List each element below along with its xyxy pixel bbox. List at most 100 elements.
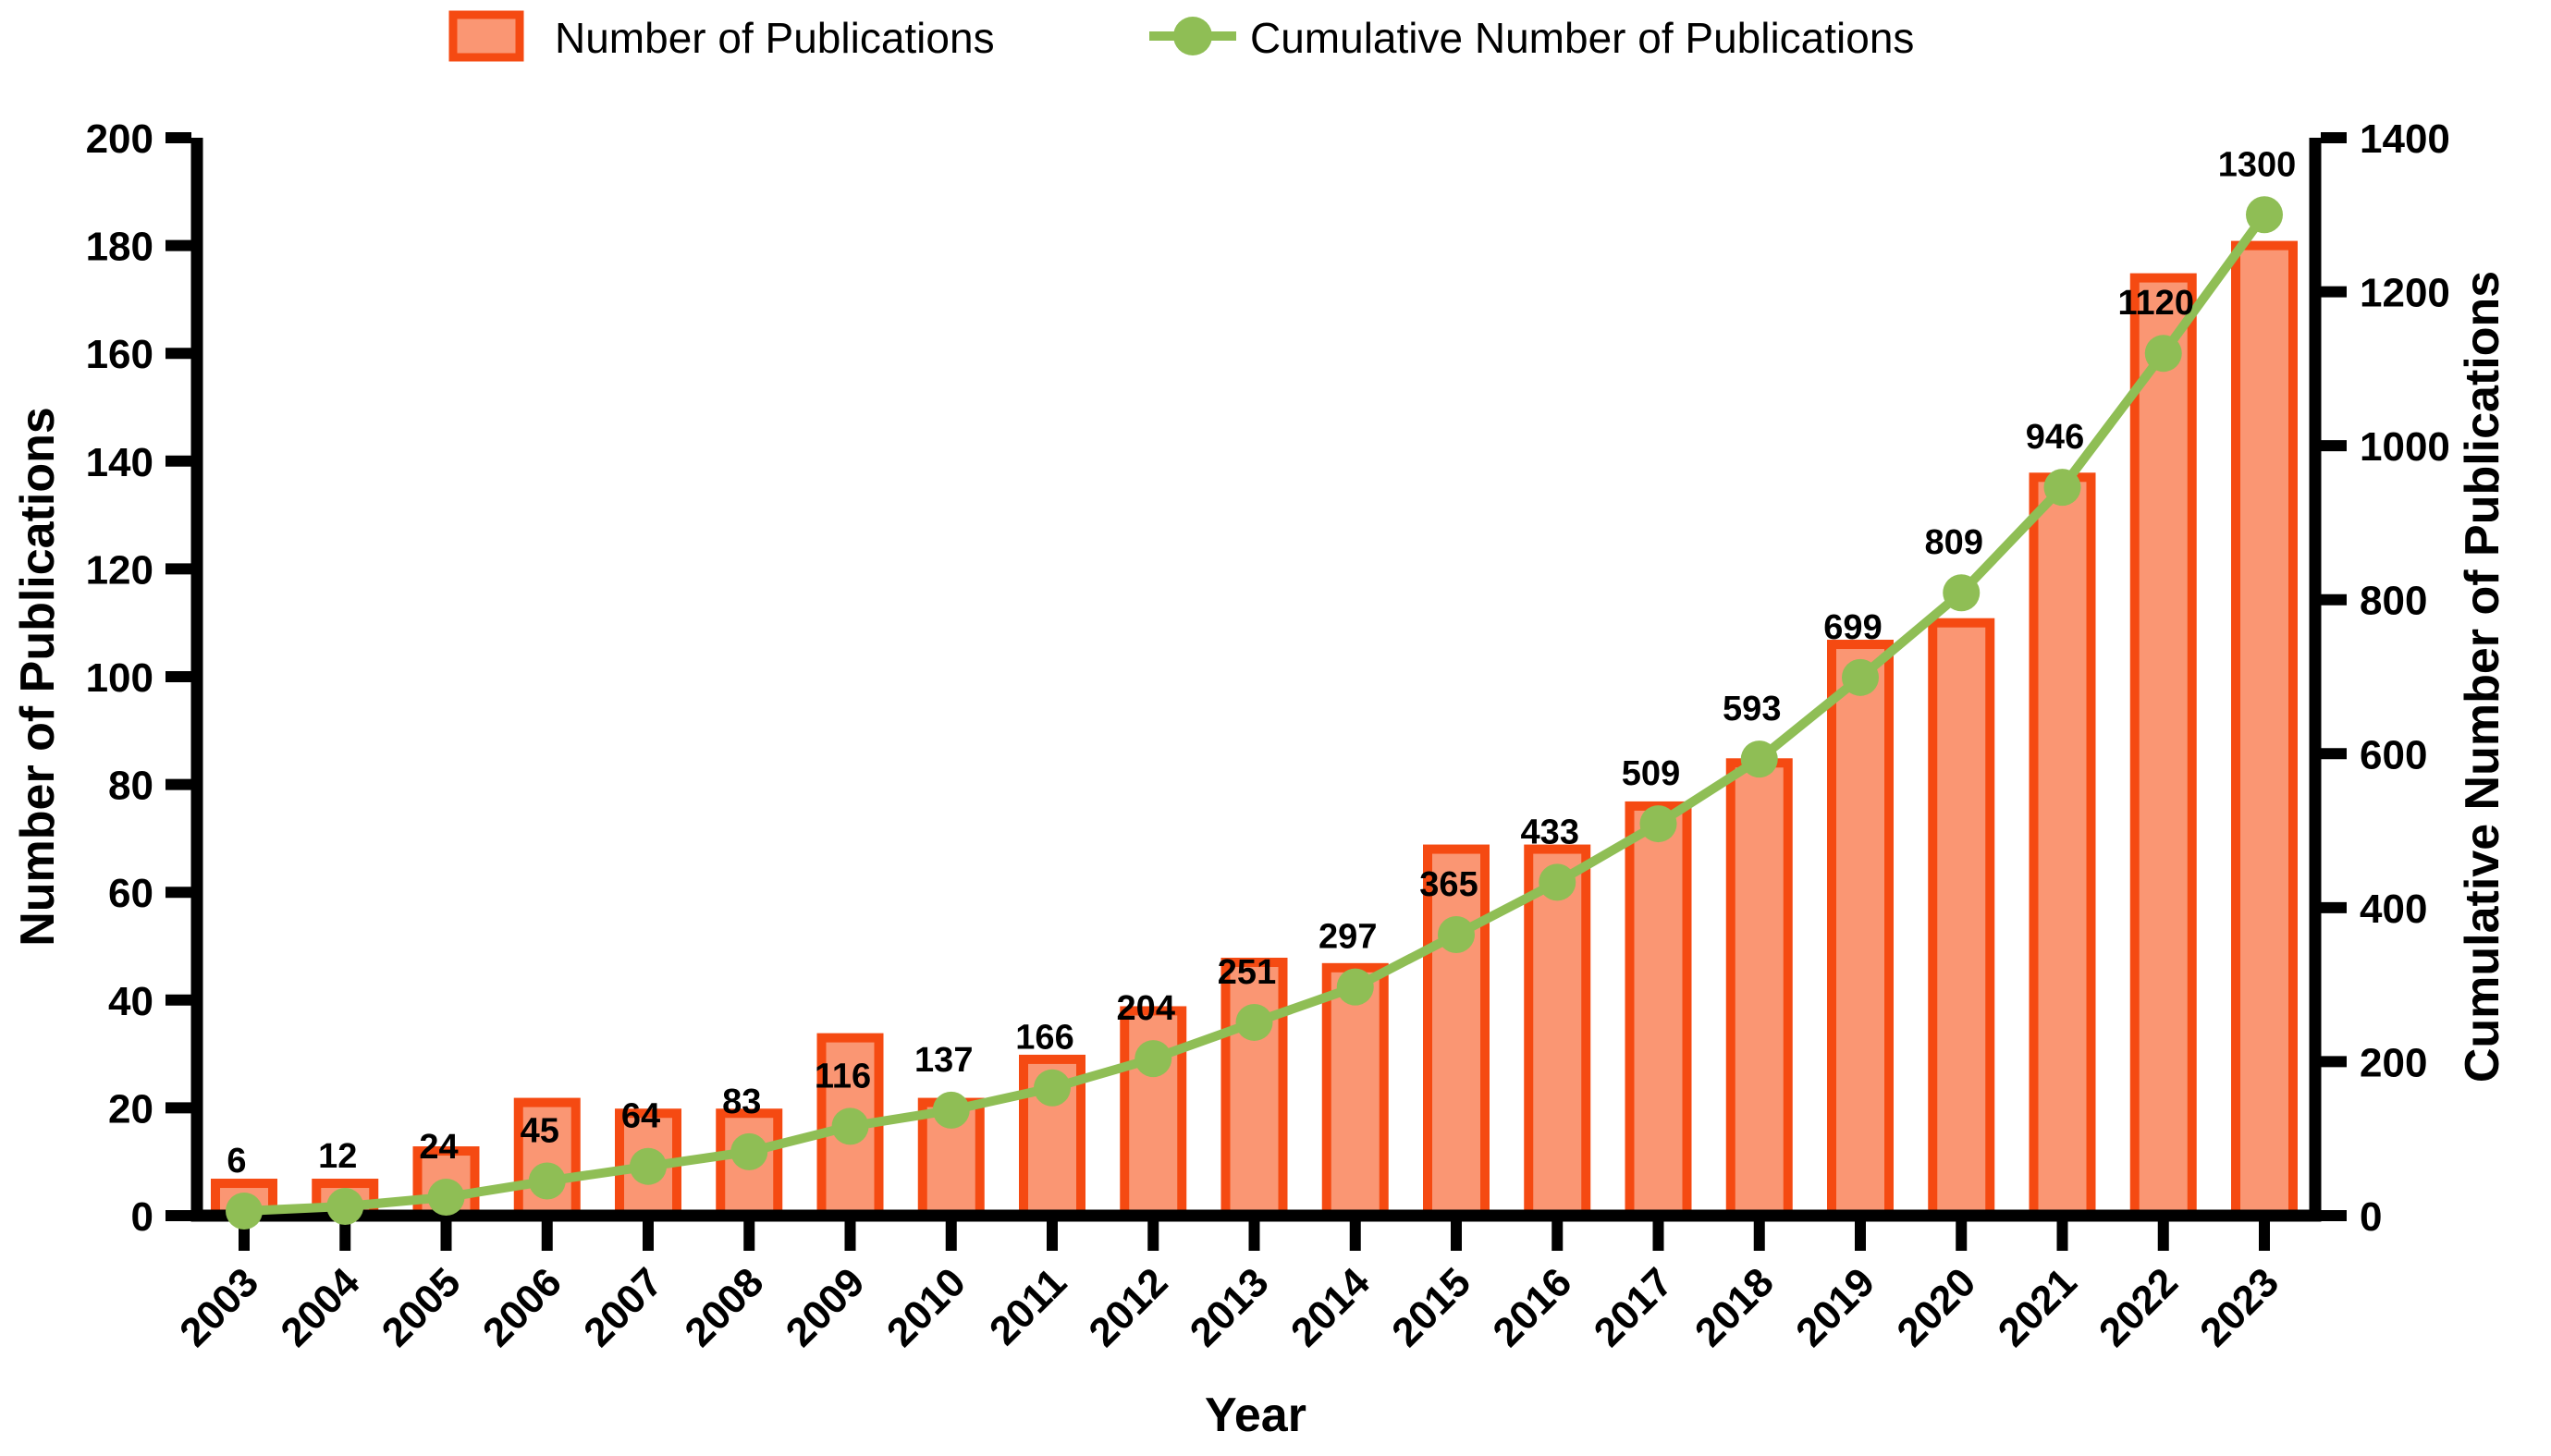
x-axis-title: Year [1205,1389,1306,1442]
bar-2013 [1220,957,1288,1220]
right-axis-tick-label-200: 200 [2360,1040,2427,1085]
cumulative-point-2020 [1943,574,1981,612]
cumulative-value-label-2005: 24 [419,1128,458,1167]
x-axis-tick-label-2018: 2018 [1686,1259,1783,1355]
right-axis-tick-label-1200: 1200 [2360,271,2450,316]
left-axis-tick-label-20: 20 [108,1086,153,1132]
x-axis-tick-label-2015: 2015 [1383,1259,1479,1355]
cumulative-value-label-2004: 12 [318,1137,357,1176]
left-axis-tick-label-40: 40 [108,979,153,1024]
cumulative-point-2016 [1539,863,1576,901]
bar-2017 [1625,801,1692,1220]
cumulative-point-2003 [226,1193,263,1230]
right-axis-tick-label-800: 800 [2360,579,2427,624]
cumulative-value-label-2022: 1120 [2118,284,2194,323]
right-axis-tick-label-1000: 1000 [2360,424,2450,470]
cumulative-point-2023 [2246,196,2283,234]
x-axis-tick-label-2008: 2008 [676,1259,772,1355]
cumulative-value-label-2017: 509 [1622,754,1680,793]
cumulative-point-2021 [2043,469,2081,507]
cumulative-point-2008 [730,1132,768,1170]
cumulative-point-2022 [2144,335,2182,373]
bar-2019 [1827,640,1894,1220]
left-axis-tick-label-100: 100 [86,655,153,701]
cumulative-value-label-2014: 297 [1318,918,1377,957]
cumulative-value-label-2007: 64 [621,1097,660,1136]
cumulative-line-group [226,196,2283,1230]
x-axis-tick-label-2011: 2011 [981,1259,1075,1353]
cumulative-value-label-2018: 593 [1723,690,1781,728]
cumulative-value-label-2010: 137 [914,1041,973,1080]
cumulative-value-label-2012: 204 [1117,989,1175,1028]
cumulative-point-2005 [427,1179,465,1217]
left-axis-tick-label-200: 200 [86,116,153,162]
right-axis-title: Cumulative Number of Publications [2456,271,2509,1083]
bar-2015 [1423,844,1490,1220]
bar-2016 [1524,844,1591,1220]
legend-bar-series-label: Number of Publications [555,14,995,62]
cumulative-point-2004 [326,1188,364,1226]
x-axis-tick-label-2009: 2009 [778,1259,874,1355]
x-axis-tick-label-2012: 2012 [1080,1259,1176,1355]
bar-2014 [1321,962,1389,1220]
right-axis-tick-label-400: 400 [2360,887,2427,932]
x-axis-tick-label-2023: 2023 [2191,1259,2287,1355]
left-axis-tick-label-0: 0 [131,1194,153,1240]
cumulative-point-2013 [1235,1003,1273,1041]
x-axis-tick-label-2005: 2005 [374,1259,470,1355]
x-axis-tick-label-2006: 2006 [474,1259,570,1355]
right-axis-tick-label-600: 600 [2360,732,2427,777]
left-axis-tick-label-180: 180 [86,225,153,270]
cumulative-value-label-2003: 6 [227,1142,246,1181]
left-axis-tick-label-140: 140 [86,440,153,485]
cumulative-point-2018 [1740,740,1778,778]
cumulative-value-label-2023: 1300 [2218,145,2297,184]
x-axis-tick-label-2022: 2022 [2091,1259,2187,1355]
x-axis-tick-label-2017: 2017 [1586,1259,1682,1355]
x-axis-tick-label-2020: 2020 [1888,1259,1984,1355]
bar-2023 [2231,240,2298,1221]
cumulative-point-2010 [932,1091,970,1129]
left-axis-tick-label-120: 120 [86,547,153,593]
line-series-marker-icon [1173,17,1212,55]
cumulative-value-label-2021: 946 [2026,418,2084,457]
right-axis-tick-label-1400: 1400 [2360,116,2450,162]
x-axis-tick-label-2016: 2016 [1484,1259,1580,1355]
cumulative-point-2012 [1134,1040,1172,1078]
bar-2020 [1928,618,1995,1220]
cumulative-point-2006 [528,1162,566,1200]
cumulative-point-2009 [831,1107,869,1145]
right-axis-tick-label-0: 0 [2360,1194,2382,1240]
cumulative-value-label-2015: 365 [1419,865,1478,904]
cumulative-value-label-2006: 45 [521,1112,559,1151]
bar-2022 [2129,273,2197,1220]
x-axis-tick-label-2021: 2021 [1990,1259,2086,1355]
x-axis-tick-label-2013: 2013 [1182,1259,1278,1355]
cumulative-value-label-2019: 699 [1823,608,1882,647]
bar-2018 [1725,758,1793,1221]
bar-2021 [2029,472,2096,1220]
cumulative-point-2011 [1034,1069,1071,1107]
x-axis-tick-label-2014: 2014 [1282,1259,1379,1355]
left-axis-tick-label-160: 160 [86,332,153,377]
x-axis-tick-label-2010: 2010 [878,1259,975,1355]
cumulative-point-labels-group: 6 12 24 45 64 83 116 137 166 204 251 297 365 433 509 59… [227,145,2296,1181]
cumulative-point-2015 [1438,916,1475,954]
cumulative-point-2017 [1639,805,1677,843]
cumulative-value-label-2009: 116 [815,1057,871,1095]
left-axis-tick-label-80: 80 [108,764,153,809]
left-axis-title: Number of Publications [11,407,65,947]
left-axis-tick-label-60: 60 [108,871,153,916]
legend-line-series-label: Cumulative Number of Publications [1250,14,1914,62]
x-axis-tick-label-2019: 2019 [1787,1259,1883,1355]
bar-series-group [211,240,2298,1221]
cumulative-value-label-2016: 433 [1521,813,1579,851]
cumulative-point-2007 [630,1147,667,1185]
cumulative-value-label-2011: 166 [1015,1019,1073,1058]
cumulative-value-label-2020: 809 [1925,523,1983,562]
x-axis-tick-label-2007: 2007 [575,1259,671,1355]
cumulative-value-label-2013: 251 [1218,953,1276,992]
bar-series-swatch-icon [448,10,524,62]
